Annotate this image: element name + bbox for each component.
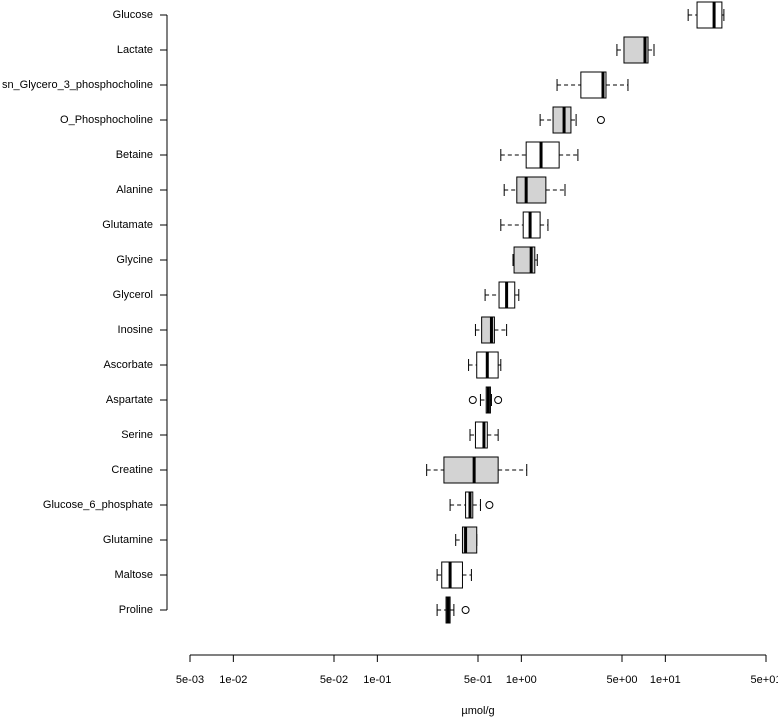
box — [474, 421, 488, 449]
x-tick-label: 5e+01 — [751, 674, 778, 686]
y-tick-label: Proline — [119, 604, 153, 616]
outlier — [461, 606, 470, 614]
x-tick-label: 1e-01 — [363, 674, 391, 686]
x-tick-label: 1e+01 — [650, 674, 681, 686]
y-tick-label: Betaine — [116, 149, 153, 161]
y-tick-label: Ascorbate — [103, 359, 153, 371]
box — [522, 211, 541, 239]
outlier — [468, 396, 477, 404]
x-axis-label: µmol/g — [461, 705, 494, 717]
y-tick-label: sn_Glycero_3_phosphocholine — [2, 79, 153, 91]
outlier — [485, 501, 494, 509]
y-tick-label: Aspartate — [106, 394, 153, 406]
x-tick-label: 5e-02 — [320, 674, 348, 686]
y-tick-label: Inosine — [118, 324, 153, 336]
y-tick-label: Maltose — [114, 569, 153, 581]
y-tick-label: Alanine — [116, 184, 153, 196]
x-tick-label: 5e+00 — [607, 674, 638, 686]
y-tick-label: Glycine — [116, 254, 153, 266]
box — [516, 176, 547, 204]
y-tick-label: Glutamate — [102, 219, 153, 231]
y-tick-label: O_Phosphocholine — [60, 114, 153, 126]
y-tick-label: Glycerol — [113, 289, 153, 301]
box — [513, 246, 536, 274]
box — [696, 1, 723, 29]
y-tick-label: Creatine — [111, 464, 153, 476]
x-tick-label: 5e-01 — [464, 674, 492, 686]
y-tick-label: Glucose — [113, 9, 153, 21]
box — [525, 141, 560, 169]
box — [443, 456, 499, 484]
box — [441, 561, 463, 589]
box — [552, 106, 572, 134]
outlier — [596, 116, 605, 124]
x-tick-label: 1e+00 — [506, 674, 537, 686]
outlier — [494, 396, 503, 404]
y-tick-label: Lactate — [117, 44, 153, 56]
y-tick-label: Glucose_6_phosphate — [43, 499, 153, 511]
y-tick-label: Glutamine — [103, 534, 153, 546]
x-tick-label: 5e-03 — [176, 674, 204, 686]
x-tick-label: 1e-02 — [219, 674, 247, 686]
y-tick-label: Serine — [121, 429, 153, 441]
